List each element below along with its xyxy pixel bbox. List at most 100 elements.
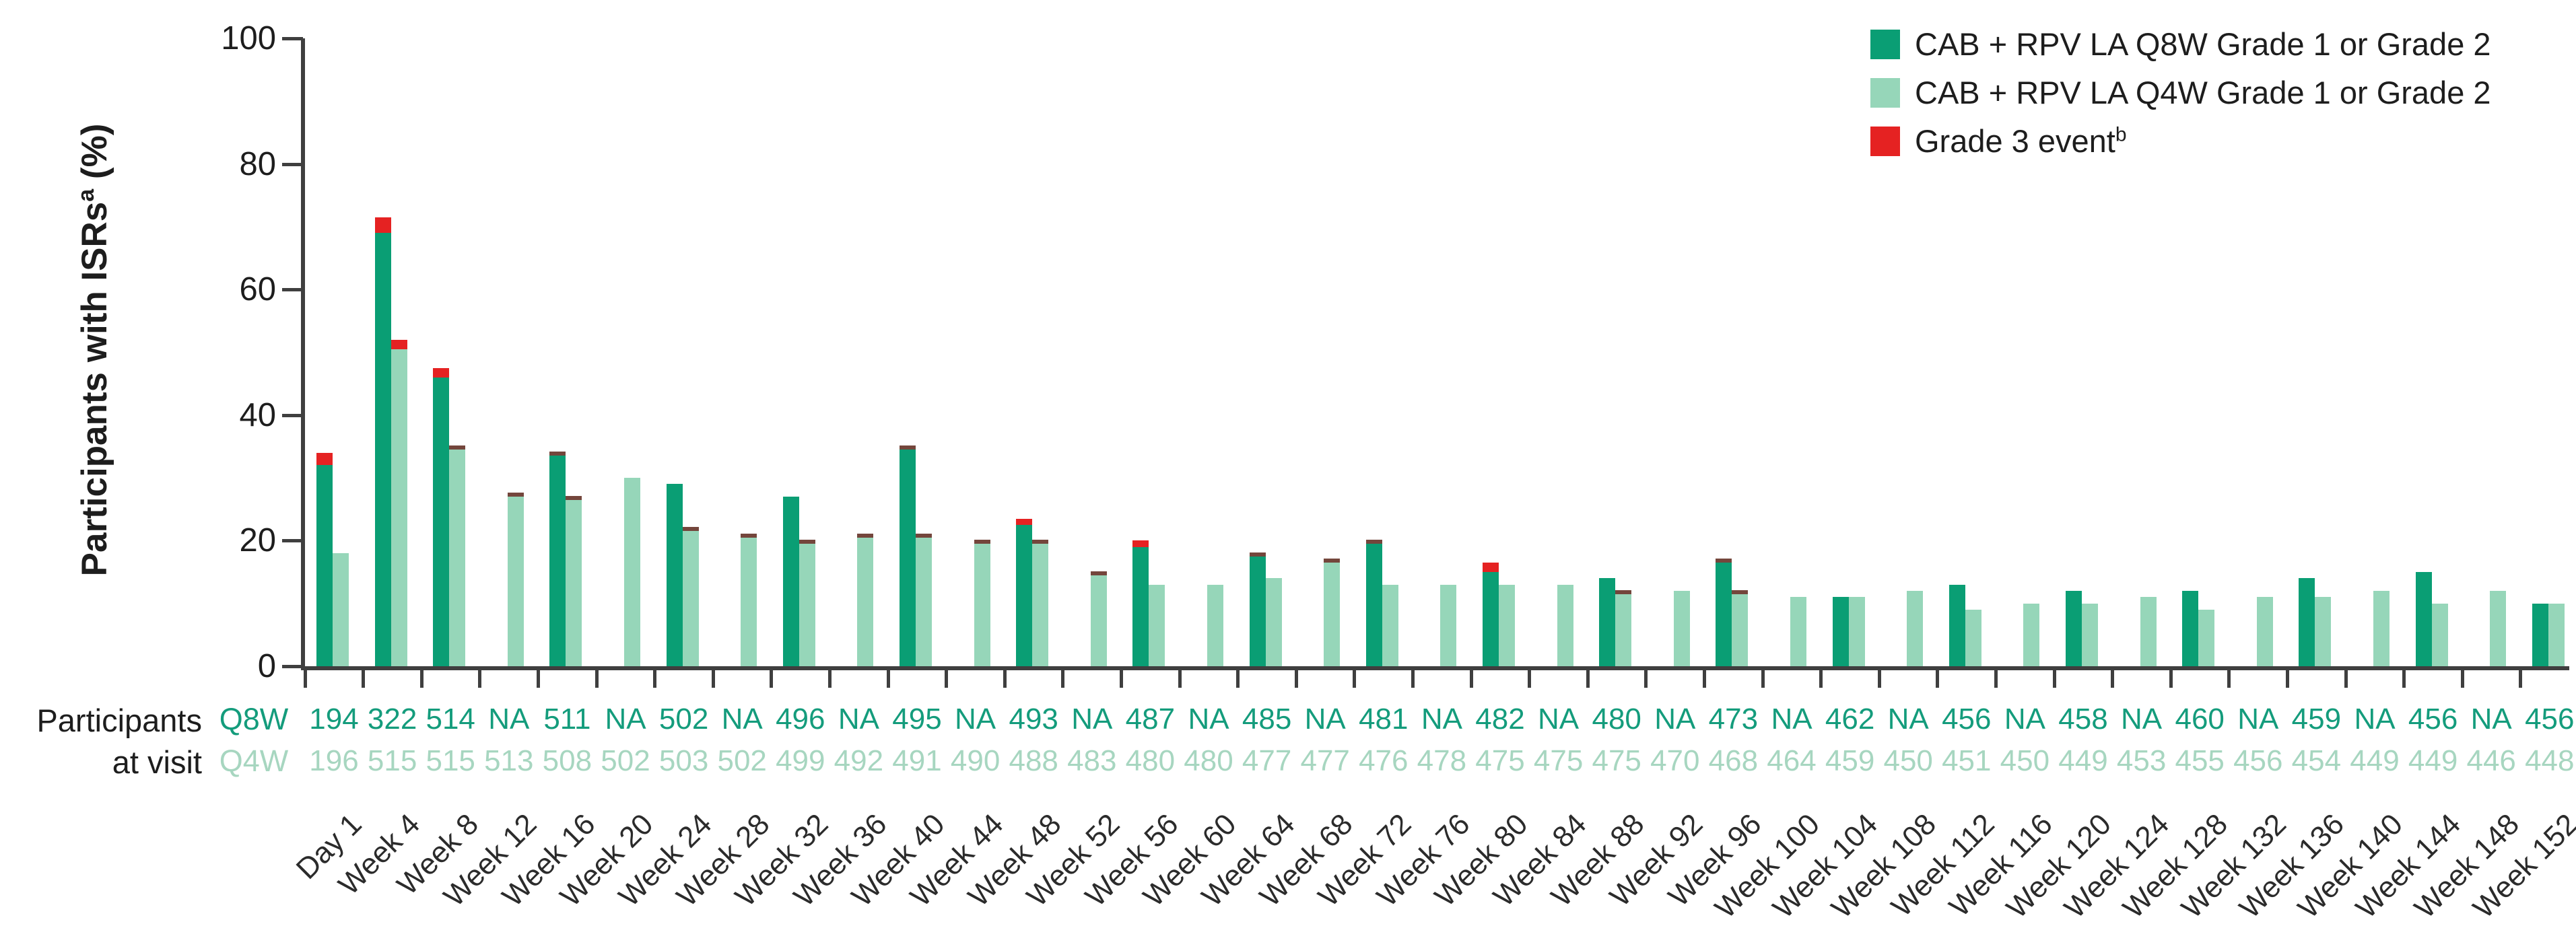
x-tick-14 xyxy=(1119,670,1123,688)
participants-q8w-32: 460 xyxy=(2175,703,2225,736)
x-tick-25 xyxy=(1761,670,1765,688)
bar-q8w-week-64 xyxy=(1249,556,1266,666)
x-tick-37 xyxy=(2460,670,2464,688)
y-tick-40 xyxy=(282,413,303,417)
bar-q4w-week-40 xyxy=(916,537,932,666)
participants-q4w-1: 515 xyxy=(367,744,417,777)
bar-q4w-week-36 xyxy=(857,537,874,666)
participants-q8w-14: 487 xyxy=(1125,703,1176,736)
participants-q8w-26: 462 xyxy=(1825,703,1875,736)
grade3-cap-q8w-week-16 xyxy=(549,452,566,456)
grade3-cap-q4w-week-96 xyxy=(1732,590,1749,594)
participants-q8w-20: 482 xyxy=(1475,703,1525,736)
x-tick-35 xyxy=(2344,670,2348,688)
bar-q4w-week-100 xyxy=(1790,597,1806,666)
bar-q8w-week-8 xyxy=(433,377,450,666)
bar-q4w-week-124 xyxy=(2140,597,2157,666)
bar-q4w-week-28 xyxy=(741,537,757,666)
x-tick-21 xyxy=(1528,670,1532,688)
participants-q8w-25: NA xyxy=(1771,703,1812,736)
bar-q4w-week-72 xyxy=(1382,584,1398,666)
grade3-cap-q4w-week-16 xyxy=(566,495,582,500)
x-tick-23 xyxy=(1644,670,1648,688)
grade3-cap-q4w-week-28 xyxy=(741,533,757,538)
y-tick-20 xyxy=(282,539,303,543)
y-tick-label-100: 100 xyxy=(221,20,276,57)
participants-q8w-17: NA xyxy=(1304,703,1346,736)
bar-q4w-week-76 xyxy=(1440,584,1457,666)
grade3-cap-q4w-week-32 xyxy=(799,540,815,544)
bar-q8w-week-80 xyxy=(1483,572,1499,666)
legend-label-grade3: Grade 3 eventb xyxy=(1915,123,2127,159)
participants-q4w-9: 492 xyxy=(834,744,884,777)
grade3-cap-q4w-week-52 xyxy=(1090,571,1107,575)
bar-q4w-week-116 xyxy=(2023,603,2040,666)
participants-q8w-11: NA xyxy=(955,703,996,736)
x-tick-7 xyxy=(711,670,715,688)
participants-q8w-38: 456 xyxy=(2525,703,2575,736)
participants-q4w-15: 480 xyxy=(1184,744,1233,777)
participants-q4w-35: 449 xyxy=(2350,744,2400,777)
legend: CAB + RPV LA Q8W Grade 1 or Grade 2 CAB … xyxy=(1870,26,2491,159)
participants-q8w-9: NA xyxy=(838,703,879,736)
participants-q4w-28: 451 xyxy=(1942,744,1992,777)
bar-q4w-week-144 xyxy=(2431,603,2448,666)
grade3-cap-q8w-week-64 xyxy=(1249,552,1266,557)
participants-q4w-23: 470 xyxy=(1650,744,1700,777)
bar-q4w-week-84 xyxy=(1557,584,1573,666)
participants-q8w-37: NA xyxy=(2470,703,2512,736)
x-tick-15 xyxy=(1178,670,1182,688)
participants-q8w-0: 194 xyxy=(309,703,359,736)
participants-q8w-7: NA xyxy=(721,703,763,736)
bar-q8w-week-40 xyxy=(900,450,916,666)
x-tick-2 xyxy=(419,670,423,688)
participants-q8w-4: 511 xyxy=(543,703,591,736)
bar-q4w-week-24 xyxy=(682,531,699,666)
legend-item-q8w: CAB + RPV LA Q8W Grade 1 or Grade 2 xyxy=(1870,26,2491,63)
bar-q4w-week-108 xyxy=(1907,591,1924,666)
x-tick-36 xyxy=(2402,670,2406,688)
bar-q8w-week-56 xyxy=(1132,546,1149,666)
participants-q4w-4: 508 xyxy=(542,744,592,777)
x-tick-33 xyxy=(2227,670,2231,688)
bar-q4w-week-92 xyxy=(1673,591,1690,666)
participants-q8w-10: 495 xyxy=(892,703,942,736)
x-tick-3 xyxy=(478,670,482,688)
participants-q4w-37: 446 xyxy=(2466,744,2516,777)
x-tick-26 xyxy=(1819,670,1823,688)
bar-q4w-week-140 xyxy=(2373,591,2389,666)
participants-q8w-5: NA xyxy=(605,703,646,736)
participants-q4w-32: 455 xyxy=(2175,744,2225,777)
bar-q8w-week-136 xyxy=(2299,578,2315,666)
x-tick-13 xyxy=(1061,670,1065,688)
grade3-cap-q8w-week-56 xyxy=(1132,540,1149,547)
y-tick-80 xyxy=(282,162,303,166)
x-tick-1 xyxy=(362,670,366,688)
y-axis-line xyxy=(301,38,305,670)
participants-q4w-18: 476 xyxy=(1359,744,1409,777)
y-tick-0 xyxy=(282,665,303,668)
y-tick-60 xyxy=(282,288,303,292)
bar-q4w-week-56 xyxy=(1149,584,1165,666)
bar-q8w-week-120 xyxy=(2066,591,2082,666)
x-tick-10 xyxy=(886,670,890,688)
bar-q4w-week-120 xyxy=(2082,603,2098,666)
bar-q4w-week-148 xyxy=(2490,591,2507,666)
bar-q4w-week-96 xyxy=(1732,594,1749,666)
bar-q8w-week-96 xyxy=(1716,563,1732,666)
bar-q4w-week-64 xyxy=(1265,578,1282,666)
participants-q4w-14: 480 xyxy=(1125,744,1176,777)
grade3-cap-q8w-week-48 xyxy=(1016,518,1033,526)
participants-q4w-10: 491 xyxy=(892,744,942,777)
x-tick-28 xyxy=(1936,670,1940,688)
participants-q4w-24: 468 xyxy=(1708,744,1759,777)
bar-q4w-week-104 xyxy=(1848,597,1865,666)
y-tick-label-20: 20 xyxy=(239,522,276,559)
bar-q4w-week-80 xyxy=(1499,584,1515,666)
x-tick-32 xyxy=(2169,670,2173,688)
participants-q8w-36: 456 xyxy=(2408,703,2458,736)
participants-q8w-21: NA xyxy=(1538,703,1580,736)
bar-q4w-week-88 xyxy=(1615,594,1632,666)
participants-q4w-38: 448 xyxy=(2525,744,2575,777)
legend-swatch-q8w xyxy=(1870,29,1900,59)
